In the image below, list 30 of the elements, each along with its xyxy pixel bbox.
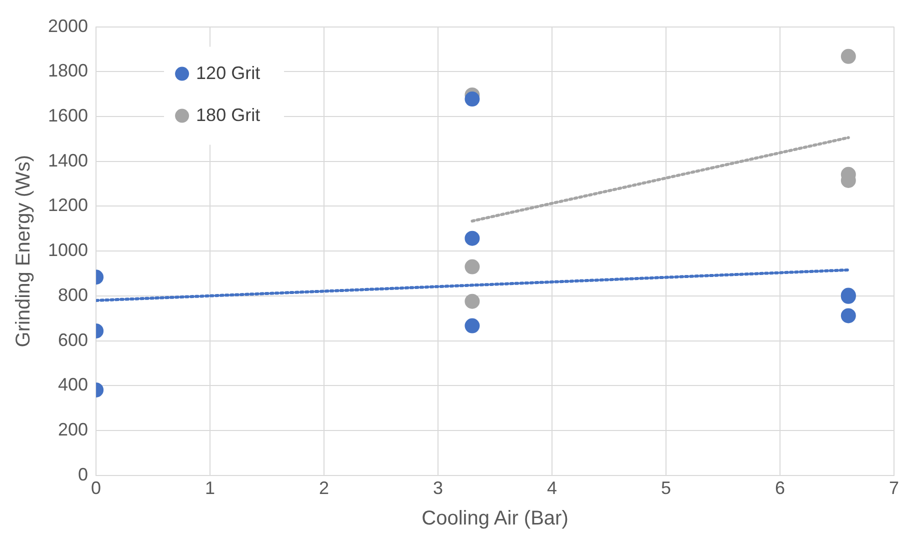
x-tick-label: 1 xyxy=(205,478,216,498)
x-tick-label: 7 xyxy=(888,478,899,498)
y-tick-label: 1200 xyxy=(48,195,88,216)
y-tick-label: 600 xyxy=(58,330,88,350)
point xyxy=(464,318,480,334)
y-tick-label: 1800 xyxy=(48,60,88,81)
point xyxy=(464,259,480,274)
point xyxy=(840,308,856,324)
y-tick-label: 1000 xyxy=(48,240,88,260)
y-tick-label: 800 xyxy=(58,284,88,305)
y-tick-label: 200 xyxy=(58,420,88,440)
x-tick-label: 4 xyxy=(547,478,558,498)
y-tick-label: 400 xyxy=(58,374,88,395)
x-tick-label: 2 xyxy=(319,478,330,498)
point xyxy=(840,48,856,64)
y-axis-title: Grinding Energy (Ws) xyxy=(12,154,35,348)
y-tick-label: 1600 xyxy=(48,105,88,126)
x-tick-label: 6 xyxy=(774,478,786,498)
y-tick-label: 2000 xyxy=(48,16,88,36)
x-tick-label: 0 xyxy=(91,478,102,498)
legend-label: 180 Grit xyxy=(196,104,260,125)
point xyxy=(464,230,480,246)
point xyxy=(464,294,480,309)
point xyxy=(464,92,480,107)
x-axis-title: Cooling Air (Bar) xyxy=(422,508,568,530)
y-tick-label: 1400 xyxy=(48,150,88,170)
y-tick-label: 0 xyxy=(78,464,88,484)
x-tick-label: 3 xyxy=(433,478,444,498)
x-tick-label: 5 xyxy=(661,478,672,498)
legend-label: 120 Grit xyxy=(196,62,260,83)
